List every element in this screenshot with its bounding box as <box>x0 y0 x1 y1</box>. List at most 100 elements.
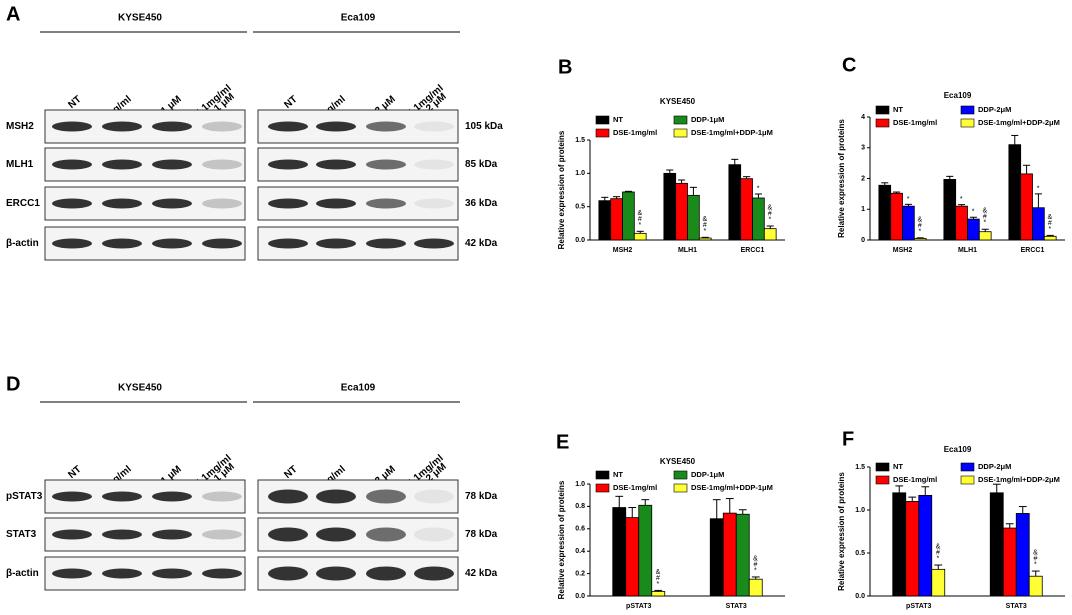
x-tick-label: MLH1 <box>678 247 697 254</box>
blot-band <box>366 198 406 209</box>
legend-swatch <box>673 470 688 480</box>
y-tick-label: 1 <box>861 206 865 213</box>
blot-band <box>366 489 406 504</box>
legend-swatch <box>960 462 975 472</box>
significance-mark: &#* <box>752 555 759 573</box>
legend-swatch <box>875 118 890 128</box>
y-tick-label: 0.0 <box>575 237 585 244</box>
bar <box>610 198 623 241</box>
bar <box>892 492 907 597</box>
bar <box>931 568 946 597</box>
bar <box>612 507 627 597</box>
x-tick-label: pSTAT3 <box>626 603 652 610</box>
y-tick-label: 0.5 <box>855 550 865 557</box>
y-axis-label: Relative expression of proteins <box>557 130 566 249</box>
bar <box>1015 513 1030 597</box>
bar <box>1002 527 1017 597</box>
y-tick-label: 0.5 <box>575 204 585 211</box>
significance-mark: * <box>755 186 762 192</box>
blot-band <box>316 566 356 581</box>
blot-band <box>366 159 406 170</box>
blot-band <box>268 527 308 542</box>
bar <box>675 182 688 241</box>
bar <box>902 205 915 241</box>
blot-band <box>52 121 92 132</box>
blot-band <box>52 529 92 540</box>
legend-swatch <box>595 483 610 493</box>
blot-band <box>102 529 142 540</box>
legend-label: DDP-2μM <box>978 462 1011 471</box>
y-tick-label: 0.2 <box>575 570 585 577</box>
protein-label: ERCC1 <box>6 198 40 209</box>
blot-band <box>202 568 242 579</box>
y-tick-label: 1.0 <box>575 481 585 488</box>
legend-label: NT <box>613 470 623 479</box>
x-tick-label: STAT3 <box>726 603 747 610</box>
bar <box>1032 207 1045 241</box>
bar <box>598 200 612 241</box>
blot-band <box>316 121 356 132</box>
blot-band <box>152 491 192 502</box>
y-axis-label: Relative expression of proteins <box>837 472 846 591</box>
blot-band <box>202 491 242 502</box>
panel-label: D <box>6 373 20 395</box>
bar <box>1008 144 1022 241</box>
blot-band <box>52 159 92 170</box>
y-tick-label: 0.6 <box>575 526 585 533</box>
size-label: 78 kDa <box>465 491 498 502</box>
legend-label: DSE-1mg/ml <box>613 128 657 137</box>
protein-label: β-actin <box>6 238 39 249</box>
y-tick-label: 2 <box>861 175 865 182</box>
panel-label: E <box>556 431 569 453</box>
blot-band <box>152 238 192 249</box>
protein-label: STAT3 <box>6 529 37 540</box>
legend-swatch <box>673 128 688 138</box>
protein-label: β-actin <box>6 568 39 579</box>
legend-label: NT <box>613 115 623 124</box>
blot-band <box>202 121 242 132</box>
bar <box>625 517 640 597</box>
blot-band <box>202 529 242 540</box>
blot-band <box>152 121 192 132</box>
y-tick-label: 0.0 <box>575 593 585 600</box>
size-label: 105 kDa <box>465 121 503 132</box>
blot-band <box>202 238 242 249</box>
blot-band <box>366 121 406 132</box>
x-tick-label: pSTAT3 <box>906 603 932 610</box>
significance-mark: &#* <box>981 208 988 226</box>
chart-title: KYSE450 <box>660 97 696 106</box>
blot-band <box>202 198 242 209</box>
blot-band <box>102 121 142 132</box>
legend-label: DDP-1μM <box>691 470 724 479</box>
blot-band <box>152 568 192 579</box>
protein-label: MSH2 <box>6 121 34 132</box>
bar <box>978 231 992 241</box>
bar <box>735 513 750 597</box>
bar <box>622 191 635 241</box>
blot-band <box>316 198 356 209</box>
significance-mark: * <box>958 196 965 202</box>
protein-label: pSTAT3 <box>6 491 43 502</box>
blot-box <box>44 147 246 182</box>
bar <box>752 197 765 241</box>
chart-title: Eca109 <box>944 445 972 454</box>
blot-band <box>316 238 356 249</box>
bar <box>728 164 742 241</box>
blot-band <box>414 238 454 249</box>
bar <box>722 512 737 597</box>
legend-swatch <box>875 105 890 115</box>
significance-mark: &#* <box>654 569 661 587</box>
bar <box>748 578 763 597</box>
bar <box>955 205 968 241</box>
blot-band <box>366 566 406 581</box>
x-tick-label: MSH2 <box>893 247 913 254</box>
blot-band <box>202 159 242 170</box>
legend-label: DSE-1mg/ml+DDP-1μM <box>691 128 773 137</box>
group-label: Eca109 <box>341 13 376 24</box>
chart-title: Eca109 <box>944 91 972 100</box>
y-tick-label: 1.0 <box>855 507 865 514</box>
significance-mark: * <box>1035 185 1042 191</box>
blot-band <box>52 198 92 209</box>
